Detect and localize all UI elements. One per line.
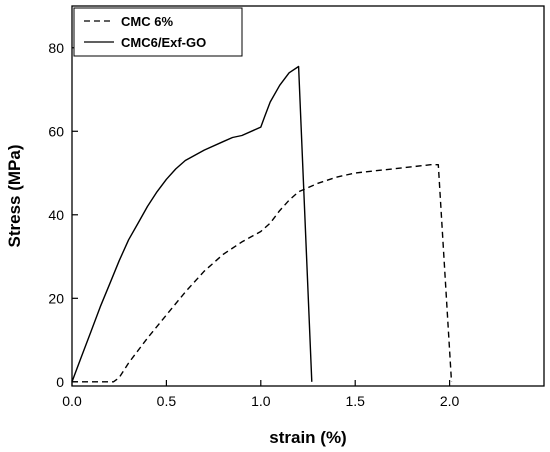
y-axis-title: Stress (MPa) (5, 145, 24, 248)
x-tick-label: 0.5 (157, 393, 177, 409)
x-axis-title: strain (%) (269, 428, 346, 447)
y-tick-label: 60 (48, 123, 64, 139)
legend-label-cmc6: CMC 6% (121, 14, 173, 29)
series-line-cmc6-exf-go (71, 65, 313, 383)
plot-frame (71, 5, 545, 387)
y-tick-label: 20 (48, 290, 64, 306)
x-tick-label: 1.5 (345, 393, 365, 409)
legend-box (73, 7, 243, 57)
y-tick-label: 0 (56, 374, 64, 390)
x-tick-label: 0.0 (62, 393, 82, 409)
y-tick-label: 40 (48, 207, 64, 223)
y-tick-label: 80 (48, 40, 64, 56)
legend: CMC 6% CMC6/Exf-GO (73, 7, 243, 57)
x-tick-label: 1.0 (251, 393, 271, 409)
legend-label-cmc6-exf-go: CMC6/Exf-GO (121, 35, 206, 50)
series-line-cmc6 (72, 163, 453, 383)
series-layer (71, 65, 453, 383)
tick-layer: 0.0 0.5 1.0 1.5 2.0 0 20 40 60 80 (48, 40, 459, 409)
x-tick-label: 2.0 (440, 393, 460, 409)
